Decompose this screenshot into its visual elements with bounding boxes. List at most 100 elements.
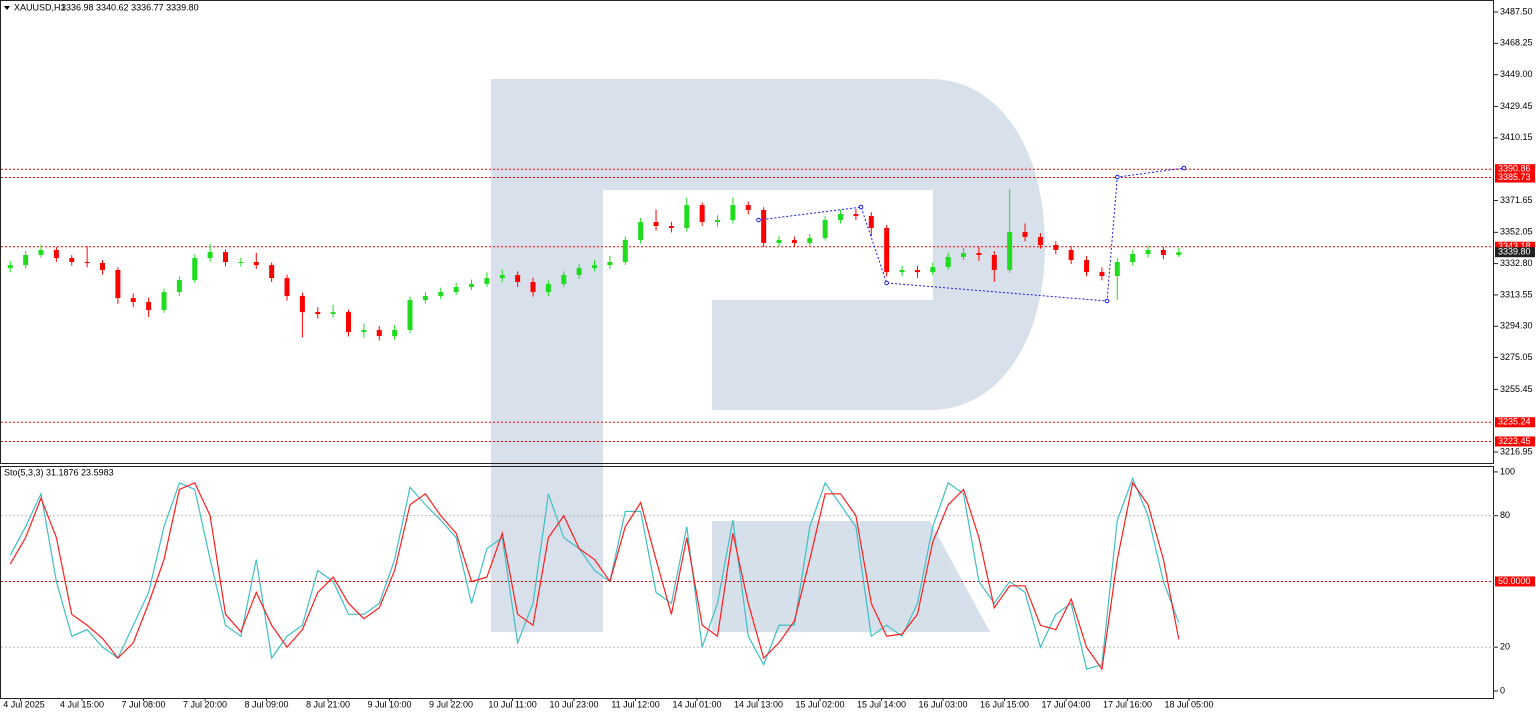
- x-tick-label: 8 Jul 09:00: [244, 699, 288, 709]
- candle-body: [761, 209, 767, 243]
- candle-body: [130, 298, 136, 302]
- x-tick-label: 10 Jul 11:00: [488, 699, 536, 709]
- y-tick-label: 3468.25: [1500, 38, 1533, 48]
- candle-body: [115, 269, 121, 299]
- y-tick-label: 3255.45: [1500, 384, 1533, 394]
- candle-body: [991, 254, 997, 270]
- y-tick-label: 3449.00: [1500, 69, 1533, 79]
- level-tag-label: 3223.45: [1498, 436, 1531, 446]
- y-tick-label: 3332.80: [1500, 258, 1533, 268]
- x-tick-label: 18 Jul 05:00: [1165, 699, 1214, 709]
- candle-body: [7, 265, 13, 269]
- x-tick-label: 15 Jul 02:00: [796, 699, 845, 709]
- x-tick-label: 16 Jul 15:00: [980, 699, 1029, 709]
- candle-body: [1114, 261, 1120, 276]
- candle-body: [853, 214, 859, 216]
- candle-body: [515, 275, 521, 282]
- x-tick-label: 17 Jul 04:00: [1042, 699, 1091, 709]
- level-tag: [1495, 172, 1535, 183]
- candle-body: [299, 295, 305, 313]
- candle-body: [976, 253, 982, 255]
- y-tick-label: 3487.50: [1500, 6, 1533, 16]
- candle-body: [530, 281, 536, 293]
- price-pane-border: [0, 0, 1494, 464]
- x-tick-label: 4 Jul 15:00: [60, 699, 104, 709]
- candle-body: [284, 278, 290, 296]
- candle-body: [1160, 249, 1166, 255]
- x-tick-label: 9 Jul 10:00: [367, 699, 411, 709]
- y-tick-label: 0: [1500, 685, 1505, 695]
- x-tick-label: 14 Jul 01:00: [673, 699, 722, 709]
- candle-body: [1007, 232, 1013, 270]
- candle-body: [223, 252, 229, 262]
- candle-body: [392, 329, 398, 336]
- x-tick-label: 8 Jul 21:00: [306, 699, 350, 709]
- candle-body: [1145, 249, 1151, 255]
- candle-body: [1130, 254, 1136, 262]
- logo-bowl: [491, 79, 1045, 632]
- candle-body: [592, 265, 598, 269]
- indicator-line: [9, 476, 1180, 670]
- candle-body: [453, 287, 459, 293]
- candle-body: [469, 283, 475, 288]
- candle-body: [622, 240, 628, 262]
- candle-body: [146, 301, 152, 310]
- candle-body: [330, 312, 336, 315]
- x-tick-label: 17 Jul 16:00: [1103, 699, 1152, 709]
- y-tick-label: 80: [1500, 510, 1510, 520]
- candle-body: [807, 238, 813, 243]
- last-price-label: 3339.80: [1498, 247, 1531, 257]
- trendline: [758, 167, 1184, 302]
- trendline-anchor: [858, 204, 864, 210]
- level-tag-label: 3385.73: [1498, 172, 1531, 182]
- level-tag: [1495, 164, 1535, 175]
- candle-body: [961, 253, 967, 257]
- candle-body: [269, 265, 275, 279]
- quote-text: 3336.98 3340.62 3336.77 3339.80: [61, 2, 199, 12]
- candle-body: [653, 221, 659, 227]
- symbol-title: XAUUSD,H1: [14, 2, 66, 12]
- candle-body: [914, 269, 920, 273]
- trendline-anchor: [1181, 165, 1187, 171]
- y-tick-label: 3313.55: [1500, 289, 1533, 299]
- candle-body: [499, 275, 505, 279]
- trendline-anchor: [884, 280, 889, 286]
- candle-body: [38, 249, 44, 255]
- y-tick-label: 3429.45: [1500, 101, 1533, 111]
- candle-body: [899, 269, 905, 273]
- candle-body: [776, 240, 782, 243]
- candle-body: [1037, 236, 1043, 246]
- candle-body: [699, 205, 705, 222]
- indicator-title: Sto(5,3,3) 31.1876 23.5983: [4, 467, 114, 477]
- menu-arrow[interactable]: [4, 6, 10, 10]
- candle-body: [438, 292, 444, 296]
- candle-body: [176, 280, 182, 293]
- stoch-pane-border: [0, 466, 1494, 699]
- candle-body: [607, 261, 613, 266]
- candle-body: [930, 267, 936, 273]
- y-tick-label: 3371.65: [1500, 195, 1533, 205]
- y-tick-label: 100: [1500, 466, 1515, 476]
- candle-body: [684, 205, 690, 229]
- candle-body: [238, 261, 244, 263]
- x-tick-label: 16 Jul 03:00: [919, 699, 968, 709]
- candle-body: [745, 205, 751, 210]
- watermark-logo: [491, 79, 1045, 632]
- candle-body: [407, 300, 413, 330]
- candle-body: [484, 278, 490, 284]
- x-tick-label: 14 Jul 13:00: [734, 699, 783, 709]
- candle-body: [1068, 249, 1074, 261]
- candle-body: [838, 214, 844, 221]
- x-tick-label: 9 Jul 22:00: [429, 699, 473, 709]
- candle-body: [346, 312, 352, 333]
- level-tag-label: 50.0000: [1498, 576, 1531, 586]
- candle-body: [1176, 252, 1182, 255]
- candle-body: [253, 261, 259, 266]
- x-tick-label: 11 Jul 12:00: [611, 699, 659, 709]
- candle-body: [1084, 260, 1090, 273]
- trendline-anchor: [756, 217, 761, 223]
- candle-body: [545, 283, 551, 293]
- candle-body: [715, 220, 721, 222]
- x-tick-label: 10 Jul 23:00: [550, 699, 599, 709]
